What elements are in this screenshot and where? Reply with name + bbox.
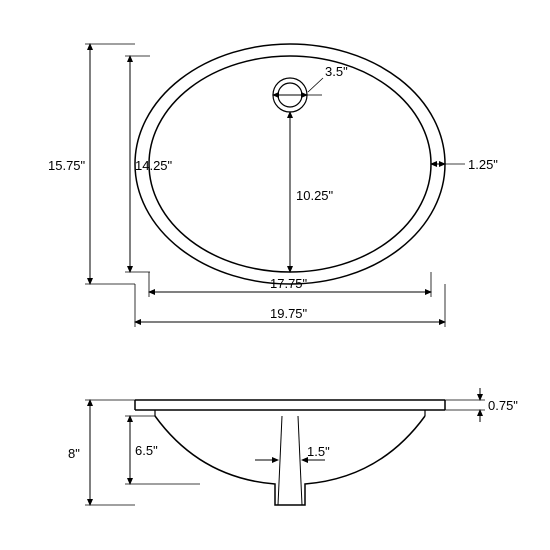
dim-inner-height: 14.25" [135, 158, 173, 173]
dim-drain-width: 1.5" [307, 444, 330, 459]
dim-drain-dia: 3.5" [325, 64, 348, 79]
technical-drawing: 15.75" 14.25" 3.5" 1.25" 10.25" 17.75" 1… [0, 0, 550, 550]
dim-overall-depth: 8" [68, 446, 80, 461]
bowl-curve [155, 416, 425, 505]
dim-inner-depth: 10.25" [296, 188, 334, 203]
dim-inner-width: 17.75" [270, 276, 308, 291]
dim-outer-width: 19.75" [270, 306, 308, 321]
dim-outer-height: 15.75" [48, 158, 86, 173]
dim-rim-height: 0.75" [488, 398, 518, 413]
dim-bowl-depth: 6.5" [135, 443, 158, 458]
side-view: 8" 6.5" 0.75" 1.5" [68, 388, 518, 505]
top-view: 15.75" 14.25" 3.5" 1.25" 10.25" 17.75" 1… [48, 44, 498, 327]
dim-rim-width: 1.25" [468, 157, 498, 172]
